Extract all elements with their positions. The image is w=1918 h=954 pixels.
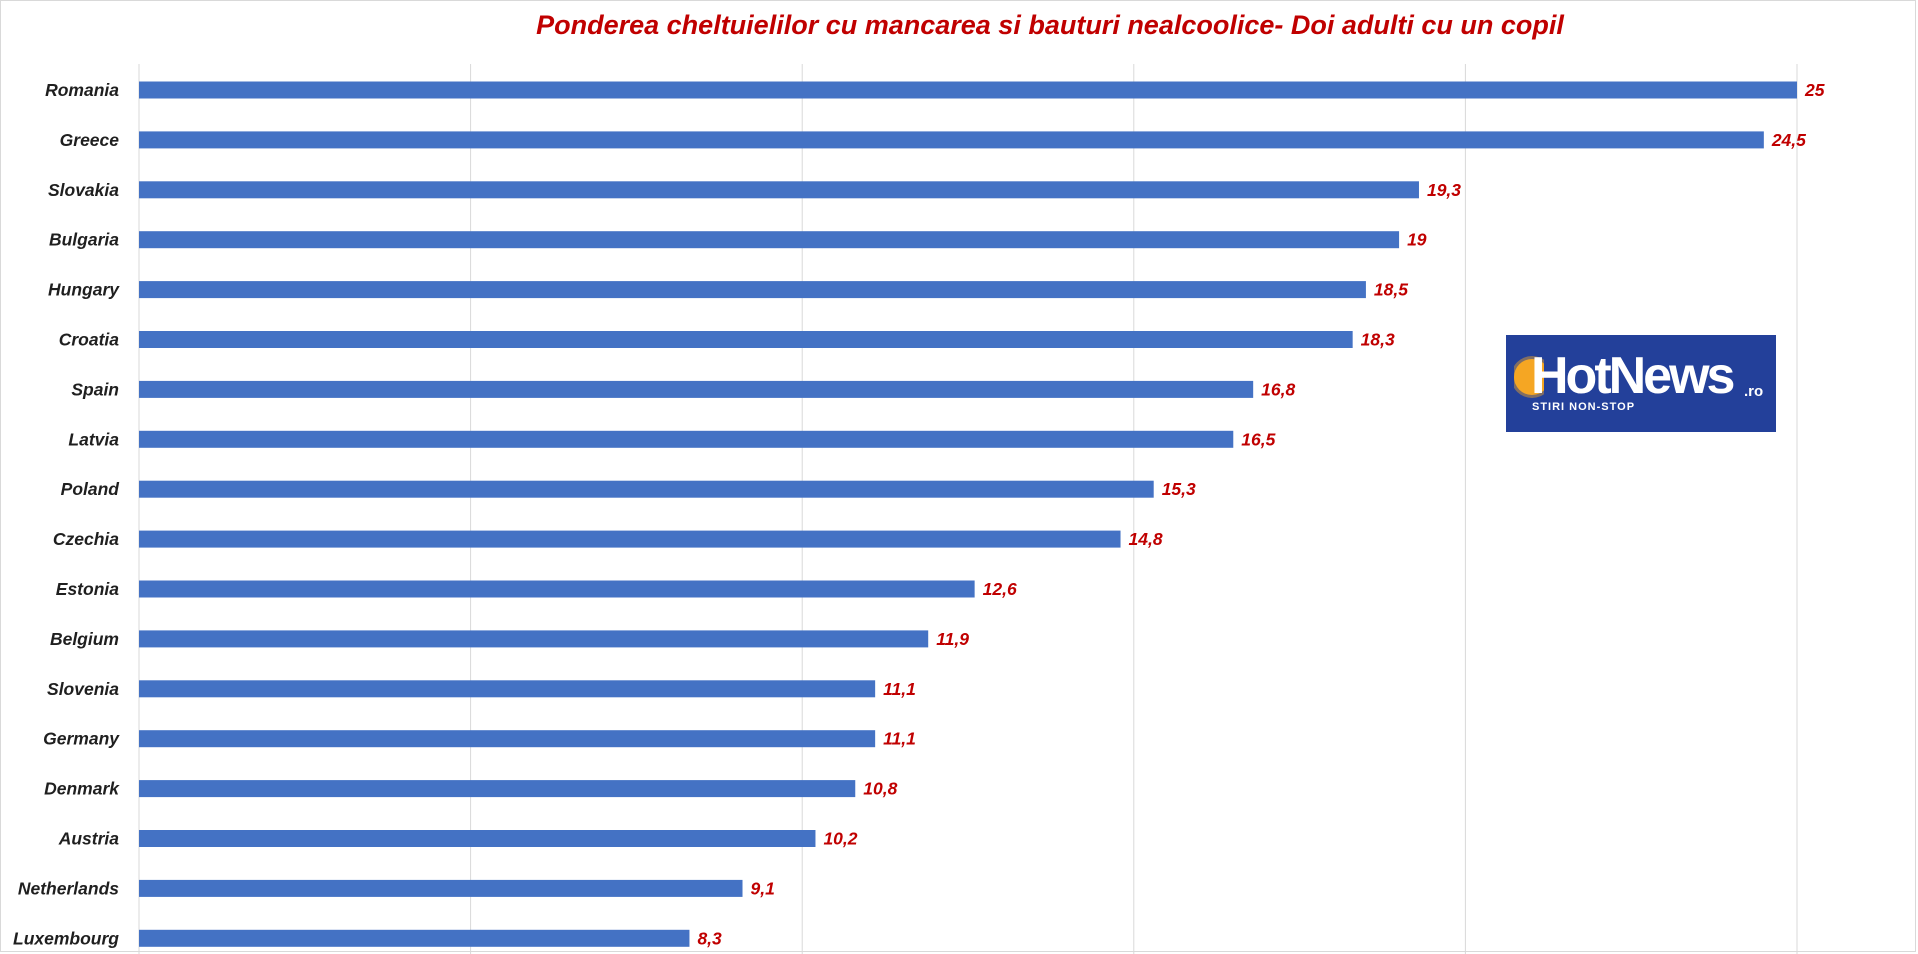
bars (139, 81, 1797, 947)
category-label: Netherlands (18, 878, 119, 898)
value-label: 19,3 (1427, 180, 1461, 200)
category-label: Croatia (59, 330, 120, 350)
bar-estonia (139, 580, 975, 598)
value-label: 15,3 (1162, 479, 1196, 499)
category-label: Bulgaria (49, 230, 119, 250)
chart-title: Ponderea cheltuielilor cu mancarea si ba… (536, 10, 1564, 40)
bar-slovenia (139, 680, 876, 698)
bar-romania (139, 81, 1797, 99)
category-label: Spain (71, 379, 119, 399)
bar-spain (139, 380, 1254, 398)
bar-poland (139, 480, 1154, 498)
bar-slovakia (139, 181, 1419, 199)
value-label: 12,6 (983, 579, 1017, 599)
category-label: Slovenia (47, 679, 119, 699)
value-label: 18,5 (1374, 280, 1408, 300)
value-label: 9,1 (751, 878, 775, 898)
category-label: Belgium (50, 629, 119, 649)
value-label: 11,9 (936, 629, 969, 649)
bar-netherlands (139, 879, 743, 897)
category-label: Slovakia (48, 180, 119, 200)
sun-icon (1514, 355, 1544, 399)
value-label: 11,1 (883, 729, 916, 749)
category-label: Poland (61, 479, 120, 499)
value-labels: 25 24,5 19,3 19 18,5 18,3 16,8 16,5 15,3 14,8 12,6… (697, 80, 1824, 948)
category-label: Hungary (48, 280, 120, 300)
bar-greece (139, 131, 1764, 149)
bar-hungary (139, 281, 1366, 299)
bar-czechia (139, 530, 1121, 548)
bar-belgium (139, 630, 929, 648)
value-label: 10,8 (863, 779, 897, 799)
bar-germany (139, 730, 876, 748)
value-label: 8,3 (697, 928, 722, 948)
value-label: 16,8 (1261, 379, 1295, 399)
category-label: Romania (45, 80, 119, 100)
value-label: 24,5 (1771, 130, 1806, 150)
bar-croatia (139, 331, 1353, 348)
category-label: Germany (43, 729, 120, 749)
category-label: Austria (58, 829, 120, 849)
category-label: Latvia (68, 429, 119, 449)
category-labels: Romania Greece Slovakia Bulgaria Hungary Croa… (13, 80, 120, 948)
value-label: 18,3 (1361, 330, 1395, 350)
hotnews-logo: HotNews .ro STIRI NON-STOP (1506, 335, 1776, 432)
category-label: Greece (60, 130, 120, 150)
value-label: 25 (1804, 80, 1825, 100)
bar-denmark (139, 780, 856, 798)
bar-luxembourg (139, 929, 690, 947)
value-label: 10,2 (823, 829, 857, 849)
bar-latvia (139, 430, 1234, 448)
value-label: 19 (1407, 230, 1427, 250)
value-label: 11,1 (883, 679, 916, 699)
value-label: 16,5 (1241, 429, 1275, 449)
gridlines (138, 64, 1798, 954)
logo-suffix: .ro (1744, 383, 1764, 400)
bar-bulgaria (139, 231, 1400, 249)
bar-austria (139, 830, 816, 847)
category-label: Denmark (44, 779, 120, 799)
logo-tagline: STIRI NON-STOP (1532, 401, 1636, 413)
logo-brand: HotNews (1531, 347, 1735, 405)
category-label: Luxembourg (13, 928, 119, 948)
value-label: 14,8 (1129, 529, 1163, 549)
category-label: Czechia (53, 529, 119, 549)
category-label: Estonia (56, 579, 119, 599)
